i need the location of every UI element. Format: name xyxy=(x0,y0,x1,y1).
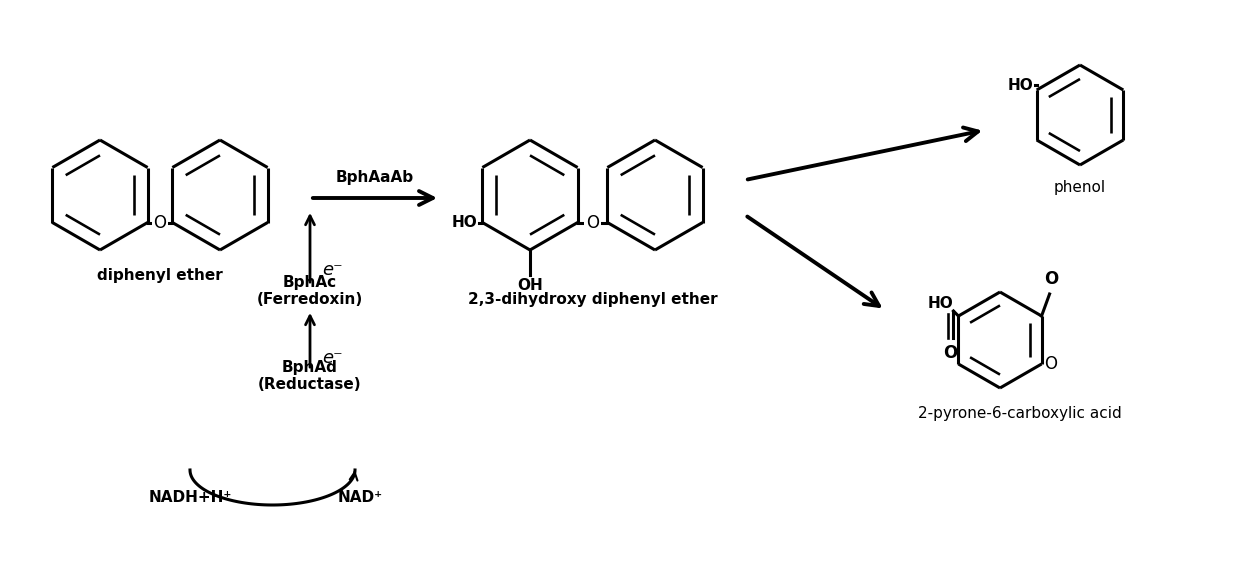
Text: (Ferredoxin): (Ferredoxin) xyxy=(257,292,363,307)
Text: O: O xyxy=(1044,355,1058,373)
Text: phenol: phenol xyxy=(1054,180,1106,195)
Text: diphenyl ether: diphenyl ether xyxy=(97,268,223,283)
Text: e⁻: e⁻ xyxy=(322,349,342,367)
Text: O: O xyxy=(587,214,599,231)
Text: BphAc: BphAc xyxy=(283,275,337,290)
Text: O: O xyxy=(1044,270,1059,288)
Text: HO: HO xyxy=(451,215,477,230)
Text: 2,3-dihydroxy diphenyl ether: 2,3-dihydroxy diphenyl ether xyxy=(467,292,717,307)
Text: (Reductase): (Reductase) xyxy=(258,377,362,392)
Text: BphAaAb: BphAaAb xyxy=(336,170,414,185)
Text: NADH+H⁺: NADH+H⁺ xyxy=(149,490,232,505)
Text: HO: HO xyxy=(928,297,954,311)
Text: e⁻: e⁻ xyxy=(322,261,342,279)
Text: O: O xyxy=(944,344,957,362)
Text: 2-pyrone-6-carboxylic acid: 2-pyrone-6-carboxylic acid xyxy=(918,406,1122,421)
Text: O: O xyxy=(154,214,166,231)
Text: HO: HO xyxy=(1008,78,1034,92)
Text: NAD⁺: NAD⁺ xyxy=(337,490,383,505)
Text: OH: OH xyxy=(517,278,543,293)
Text: BphAd: BphAd xyxy=(281,360,339,375)
